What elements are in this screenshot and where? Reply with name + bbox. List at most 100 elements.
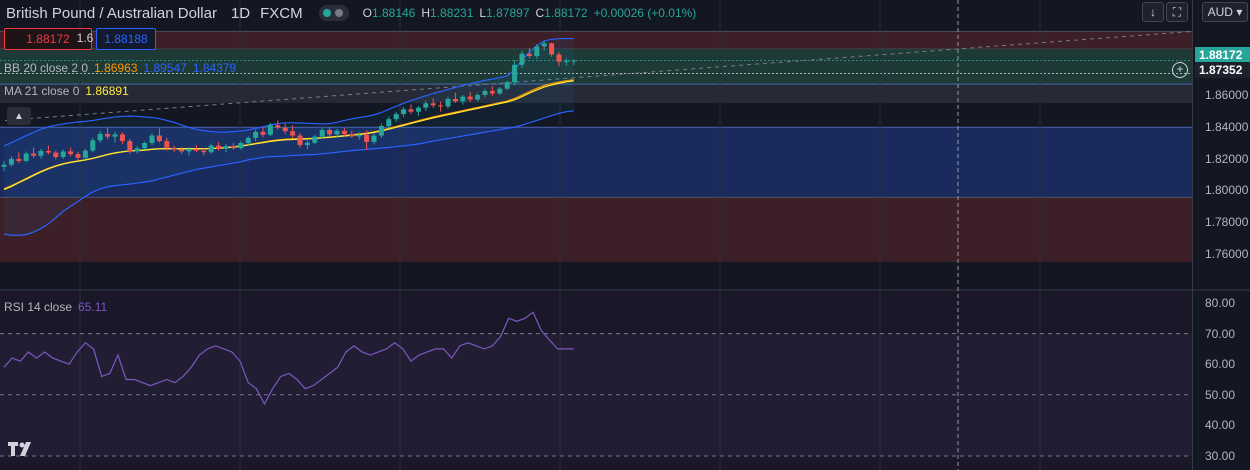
candle	[90, 137, 96, 153]
currency-label: AUD	[1207, 5, 1233, 19]
candle	[149, 133, 155, 146]
grid-lines	[0, 0, 1193, 470]
indicator-lines	[3, 37, 574, 236]
candle-body	[460, 96, 466, 102]
ma-line	[3, 80, 574, 191]
candle	[45, 145, 51, 155]
download-icon[interactable]: ↓	[1142, 2, 1164, 22]
candle	[423, 100, 429, 111]
close-value: 1.88172	[544, 6, 588, 20]
rsi-tick-label: 30.00	[1205, 449, 1236, 463]
candle-body	[156, 135, 162, 142]
candle-body	[119, 134, 125, 142]
candle-body	[393, 114, 399, 120]
candle	[497, 87, 503, 95]
candle-body	[401, 109, 407, 115]
collapse-legend-icon[interactable]: ▲	[7, 107, 31, 125]
candle-body	[364, 134, 370, 142]
rsi-label: RSI 14 close	[4, 300, 73, 314]
candle	[556, 52, 562, 67]
candle	[541, 40, 547, 51]
timeframe-label[interactable]: 1D	[230, 4, 251, 22]
candle-body	[430, 103, 436, 106]
price-tick-label: 1.82000	[1205, 151, 1249, 166]
candle	[534, 44, 540, 59]
candle	[112, 131, 118, 143]
candle-body	[504, 82, 510, 89]
candle	[393, 111, 399, 123]
price-tick-label: 1.84000	[1205, 119, 1249, 134]
candle-body	[201, 150, 207, 153]
fullscreen-icon[interactable]: ⛶	[1166, 2, 1188, 22]
candle	[275, 120, 281, 130]
tradingview-logo-icon[interactable]	[6, 438, 34, 460]
price-tick-label: 1.78000	[1205, 215, 1249, 230]
candle	[438, 101, 444, 112]
candle-body	[8, 158, 14, 165]
candle-body	[60, 151, 66, 158]
candle	[156, 128, 162, 143]
candle-body	[208, 145, 214, 153]
candle	[356, 132, 362, 140]
candle-body	[238, 143, 244, 149]
candle-body	[297, 135, 303, 146]
bb-lower-line	[3, 110, 574, 236]
candle-body	[90, 140, 96, 151]
candle	[238, 141, 244, 150]
candle	[571, 59, 577, 65]
candle	[489, 86, 495, 96]
bb-label: BB 20 close 2 0	[4, 61, 89, 75]
ohlc-values: O1.88146 H1.88231 L1.87897 C1.88172 +0.0…	[362, 6, 697, 20]
sell-button[interactable]: 1.88172	[4, 28, 92, 50]
bb-legend[interactable]: BB 20 close 2 0 1.86963 1.89547 1.84379	[4, 61, 236, 75]
rsi-legend[interactable]: RSI 14 close 65.11	[4, 300, 107, 314]
candle	[216, 141, 222, 151]
candle-body	[230, 146, 236, 149]
zone-green	[0, 48, 1192, 85]
candle-body	[312, 136, 318, 143]
candle-body	[53, 152, 59, 158]
candle-body	[319, 129, 325, 137]
line-price-tag: 1.87352	[1195, 62, 1250, 78]
candle	[60, 149, 66, 159]
candle-body	[16, 158, 22, 161]
candle	[452, 92, 458, 103]
bb-upper-value: 1.89547	[143, 61, 187, 75]
candle-body	[356, 134, 362, 137]
candle-body	[68, 151, 74, 155]
candle-body	[334, 130, 340, 135]
candle	[119, 132, 125, 145]
candle-body	[549, 43, 555, 55]
candle-body	[423, 103, 429, 108]
buy-button[interactable]: 1.88188	[96, 28, 156, 50]
trend-line	[4, 30, 1193, 121]
candle	[201, 147, 207, 156]
candle	[504, 80, 510, 91]
candle	[312, 134, 318, 145]
candle	[171, 145, 177, 153]
candle-body	[45, 150, 51, 153]
rsi-line	[3, 311, 574, 406]
candle	[482, 88, 488, 98]
candle	[75, 151, 81, 161]
candle	[526, 48, 532, 59]
candle-body	[438, 105, 444, 107]
spread-value: 1.6	[76, 31, 94, 45]
candle	[134, 145, 140, 154]
symbol-title[interactable]: British Pound / Australian Dollar	[6, 4, 217, 22]
candle-body	[164, 141, 170, 148]
last-price-tag: 1.88172	[1195, 47, 1250, 63]
candle	[127, 138, 133, 154]
candle-body	[378, 126, 384, 136]
ma-legend[interactable]: MA 21 close 0 1.86891	[4, 84, 129, 98]
candle	[334, 128, 340, 138]
currency-selector[interactable]: AUD ▾	[1202, 2, 1248, 22]
candle-body	[563, 60, 569, 62]
candle	[223, 144, 229, 153]
add-plus-icon[interactable]: +	[1172, 62, 1188, 78]
candle	[364, 130, 370, 150]
market-status-icon	[318, 5, 349, 21]
price-tick-label: 1.86000	[1205, 88, 1249, 102]
